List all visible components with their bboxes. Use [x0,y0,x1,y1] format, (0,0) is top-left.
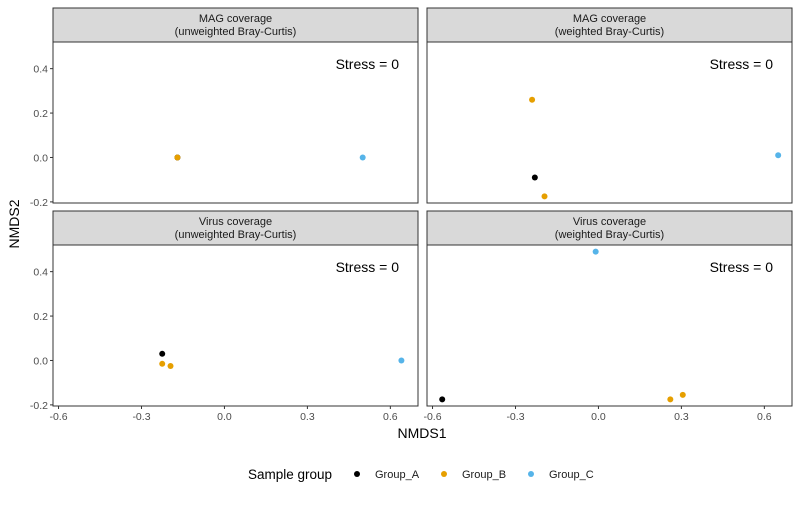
data-point-group-b [667,396,674,403]
x-tick-label: -0.3 [506,411,524,423]
x-axis-title: NMDS1 [397,425,446,441]
y-tick-label: -0.2 [30,197,48,209]
data-point-group-a [531,174,538,181]
data-point-group-b [159,360,166,367]
data-point-group-b [167,363,174,370]
y-tick-label: 0.2 [33,311,48,323]
x-tick-label: 0.3 [674,411,689,423]
facet-panel-2 [426,41,793,204]
data-point-group-b [174,154,181,161]
x-tick-label: -0.6 [423,411,441,423]
stress-label: Stress = 0 [336,56,400,72]
legend-title: Sample group [248,467,332,482]
facet-panel-3 [52,244,419,407]
data-point-group-c [775,152,782,159]
y-tick-label: -0.2 [30,400,48,412]
facet-title-line2: (unweighted Bray-Curtis) [175,26,297,38]
legend-label: Group_B [462,469,506,481]
y-tick-label: 0.0 [33,355,48,367]
y-tick-label: 0.4 [33,64,48,76]
x-tick-label: -0.6 [49,411,67,423]
data-point-group-c [592,248,599,255]
y-tick-label: 0.4 [33,267,48,279]
facet-strip-3 [52,210,419,246]
facet-panel-1 [52,41,419,204]
x-tick-label: 0.3 [300,411,315,423]
x-tick-label: 0.6 [383,411,398,423]
stress-label: Stress = 0 [710,56,774,72]
facet-title-line2: (weighted Bray-Curtis) [555,229,664,241]
stress-label: Stress = 0 [710,259,774,275]
legend-key-group-a [354,471,360,477]
y-tick-label: 0.2 [33,108,48,120]
data-point-group-b [679,391,686,398]
facet-strip-1 [52,7,419,43]
x-tick-label: 0.0 [217,411,232,423]
data-point-group-c [359,154,366,161]
facet-title-line1: MAG coverage [199,13,272,25]
y-axis-title: NMDS2 [6,199,22,248]
facet-title-line1: Virus coverage [199,216,272,228]
data-point-group-b [529,96,536,103]
stress-label: Stress = 0 [336,259,400,275]
data-point-group-a [439,396,446,403]
data-point-group-c [398,357,405,364]
facet-panel-4 [426,244,793,407]
legend-label: Group_C [549,469,594,481]
x-tick-label: -0.3 [132,411,150,423]
y-tick-label: 0.0 [33,152,48,164]
x-tick-label: 0.0 [591,411,606,423]
facet-title-line2: (weighted Bray-Curtis) [555,26,664,38]
legend-key-group-c [528,471,534,477]
legend-label: Group_A [375,469,420,481]
data-point-group-a [159,350,166,357]
facet-title-line1: Virus coverage [573,216,646,228]
x-tick-label: 0.6 [757,411,772,423]
facet-title-line2: (unweighted Bray-Curtis) [175,229,297,241]
facet-title-line1: MAG coverage [573,13,646,25]
legend-key-group-b [441,471,447,477]
data-point-group-b [541,193,548,200]
facet-strip-2 [426,7,793,43]
